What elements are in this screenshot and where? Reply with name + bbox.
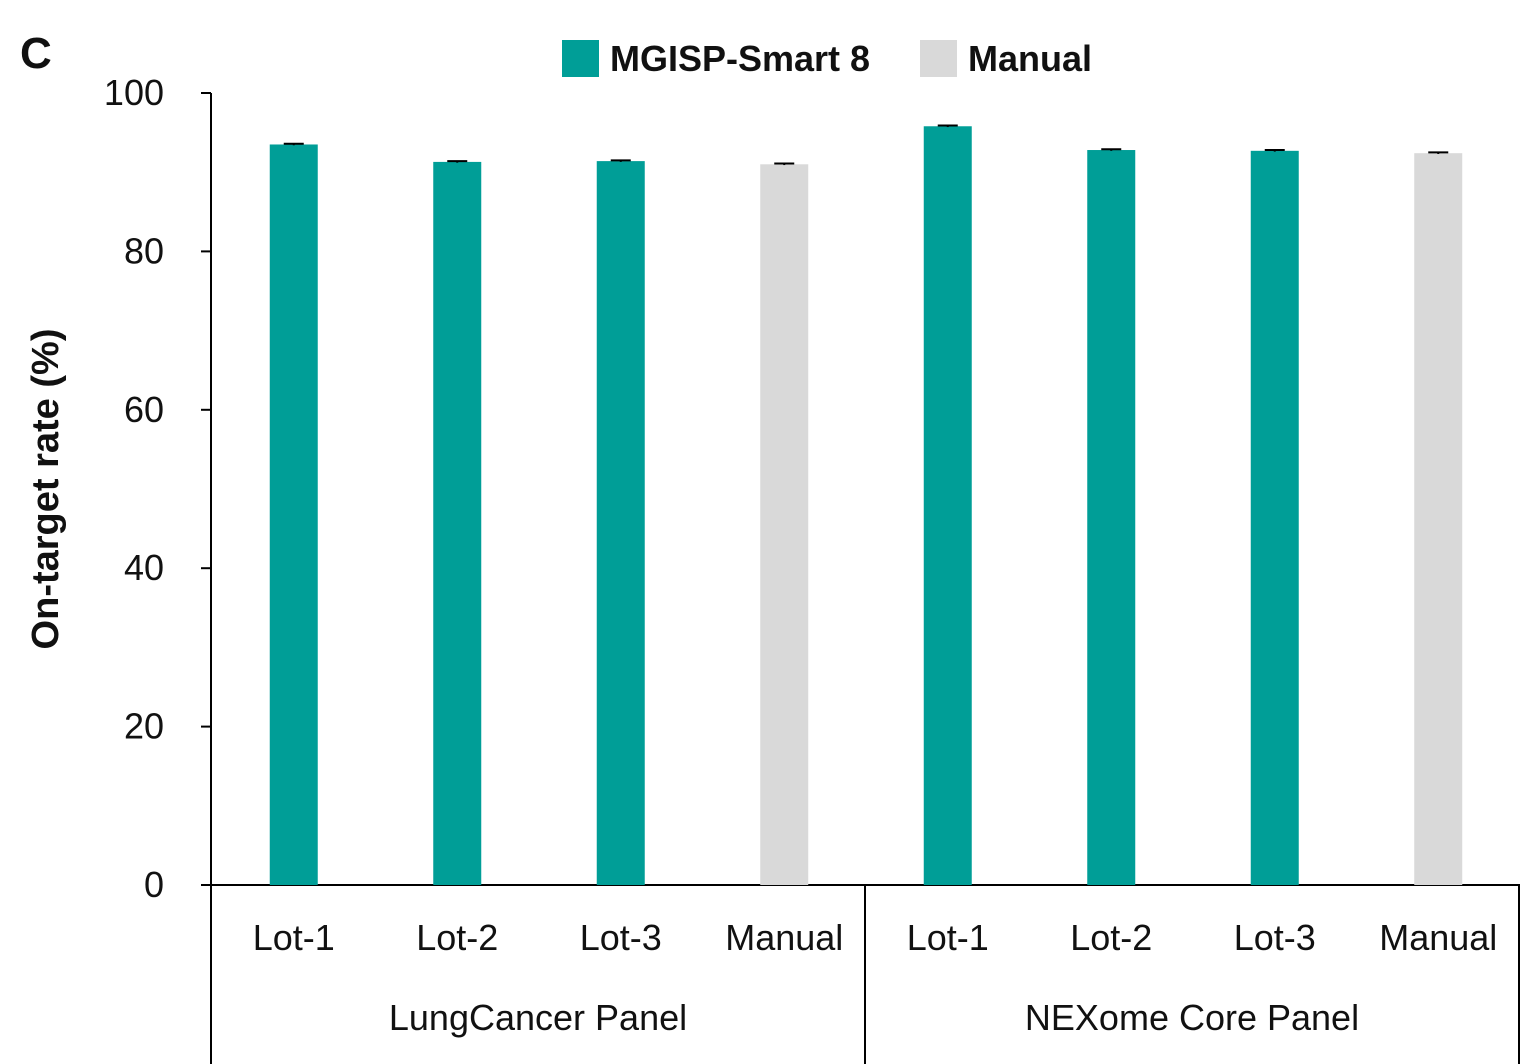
legend: MGISP-Smart 8 Manual bbox=[562, 38, 1092, 79]
legend-label: Manual bbox=[968, 38, 1092, 79]
legend-swatch bbox=[920, 40, 957, 77]
group-label: NEXome Core Panel bbox=[1025, 997, 1359, 1038]
x-category-label: Lot-3 bbox=[1234, 917, 1316, 958]
bar-2-lot-2 bbox=[1087, 150, 1136, 886]
bar-1-lot-3 bbox=[596, 161, 645, 885]
y-tick-label: 0 bbox=[144, 864, 164, 905]
y-axis-label: On-target rate (%) bbox=[25, 329, 67, 650]
y-tick-label: 100 bbox=[104, 72, 164, 113]
bar-1-manual bbox=[760, 164, 809, 885]
group-label: LungCancer Panel bbox=[389, 997, 687, 1038]
y-tick-label: 20 bbox=[124, 706, 164, 747]
legend-swatch bbox=[562, 40, 599, 77]
axes: 0 20 40 60 80 100 Lot-1 Lot-2 Lot-3 Manual LungCan… bbox=[104, 72, 1520, 1064]
x-category-label: Lot-2 bbox=[1070, 917, 1152, 958]
y-tick-label: 60 bbox=[124, 389, 164, 430]
bar-2-lot-3 bbox=[1250, 150, 1299, 886]
legend-label: MGISP-Smart 8 bbox=[610, 38, 870, 79]
x-category-label: Manual bbox=[1379, 917, 1497, 958]
bar-2-lot-1 bbox=[923, 126, 972, 886]
x-category-label: Lot-2 bbox=[416, 917, 498, 958]
y-tick-label: 40 bbox=[124, 547, 164, 588]
panel-label: C bbox=[20, 29, 52, 78]
y-tick-label: 80 bbox=[124, 230, 164, 271]
bars bbox=[269, 124, 1463, 886]
x-category-label: Lot-1 bbox=[253, 917, 335, 958]
bar-1-lot-2 bbox=[433, 161, 482, 886]
x-category-label: Manual bbox=[725, 917, 843, 958]
x-category-label: Lot-3 bbox=[580, 917, 662, 958]
x-category-label: Lot-1 bbox=[907, 917, 989, 958]
bar-2-manual bbox=[1414, 153, 1463, 885]
bar-1-lot-1 bbox=[269, 144, 318, 886]
